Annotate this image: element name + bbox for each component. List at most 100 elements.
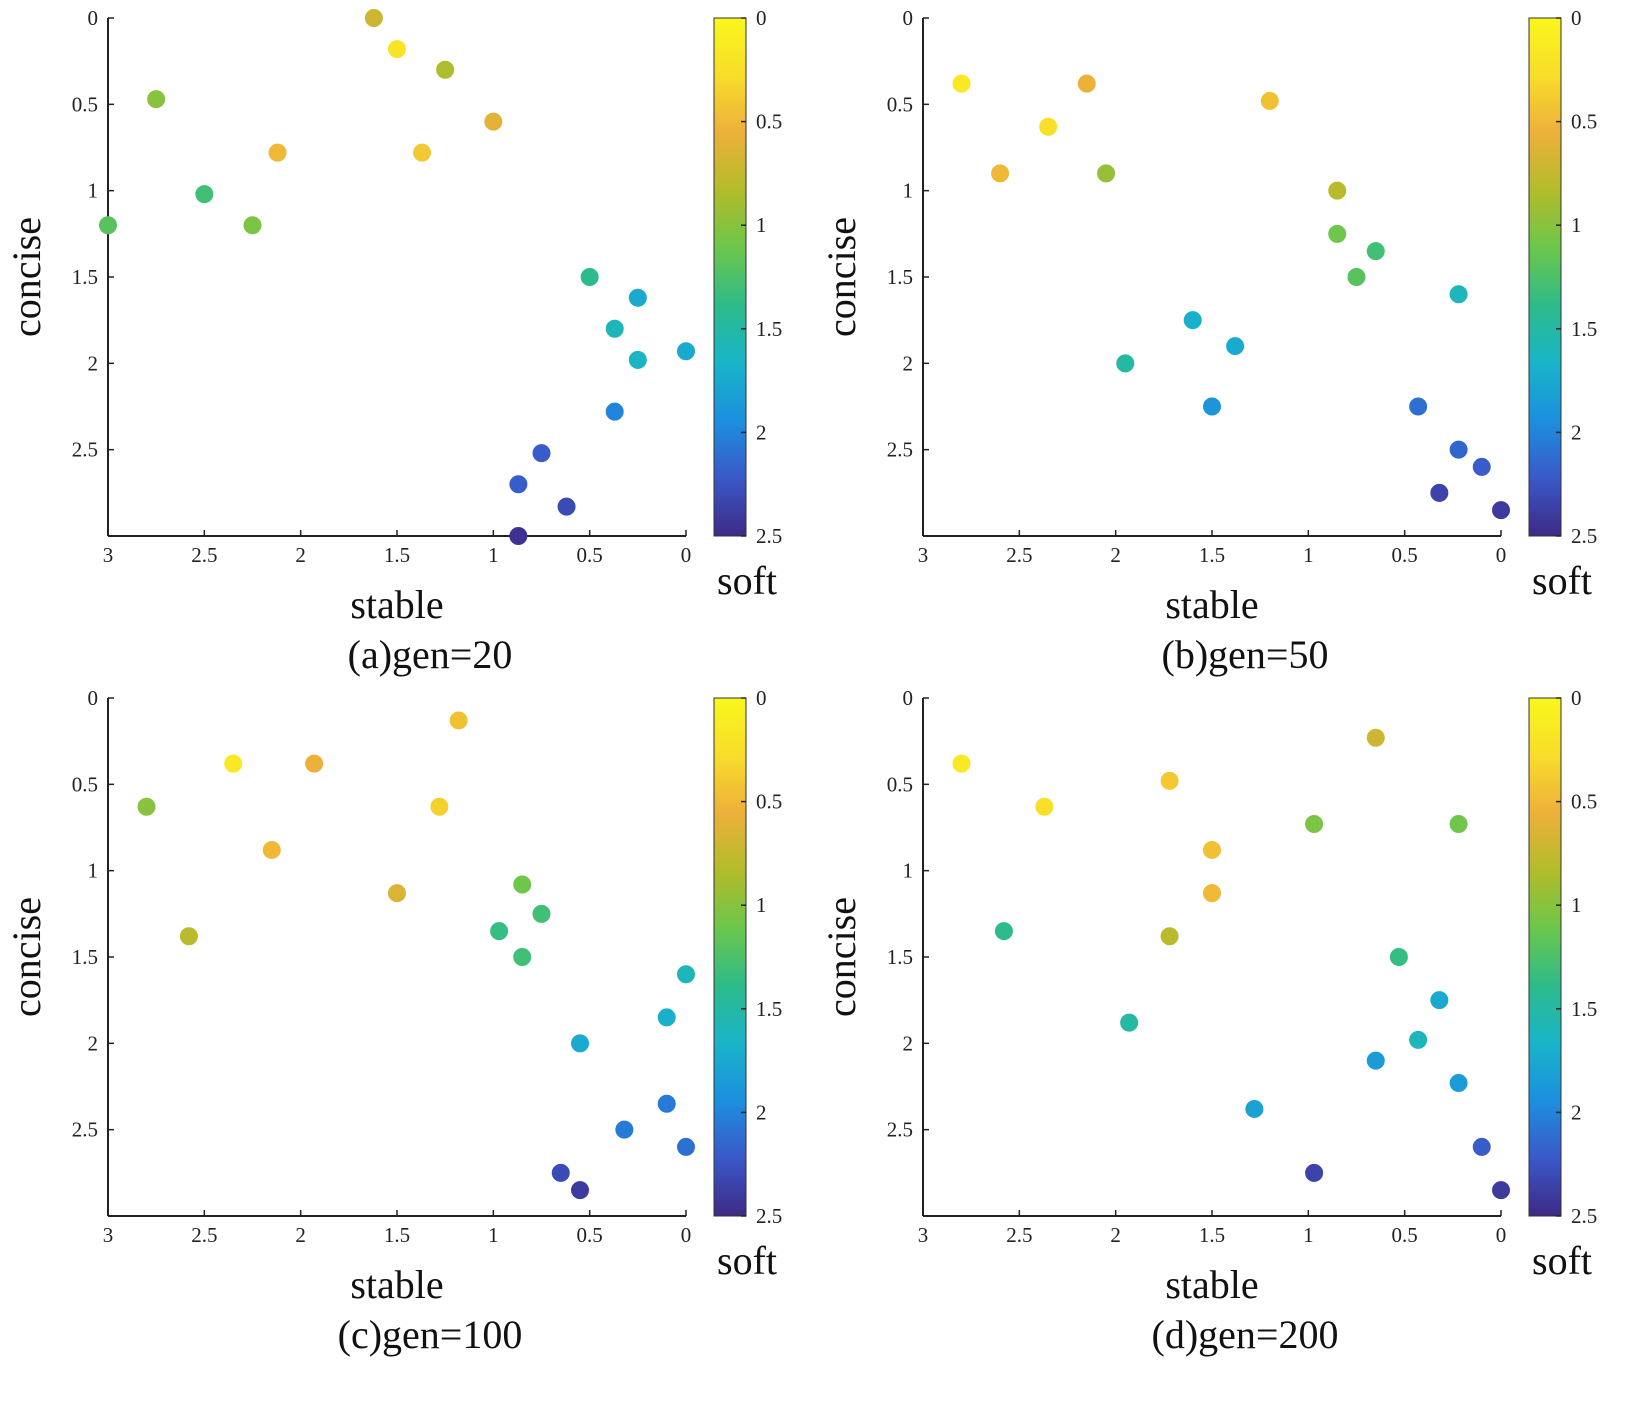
- x-axis-label: stable: [350, 582, 443, 627]
- colorbar-tick-label: 0.5: [1571, 790, 1597, 814]
- data-point: [1328, 224, 1347, 243]
- y-tick-label: 1.5: [887, 265, 913, 289]
- x-tick-label: 3: [918, 543, 929, 567]
- y-tick-label: 1: [88, 859, 99, 883]
- colorbar-tick-label: 1.5: [756, 317, 782, 341]
- x-tick-label: 0: [1496, 543, 1507, 567]
- data-point: [1430, 991, 1449, 1010]
- data-point: [605, 319, 624, 338]
- x-tick-label: 2: [1110, 543, 1121, 567]
- x-tick-label: 2: [295, 1223, 306, 1247]
- data-point: [1409, 1030, 1428, 1049]
- colorbar-label: soft: [1532, 1238, 1592, 1283]
- subplot-caption: (b)gen=50: [1162, 632, 1329, 677]
- data-point: [490, 922, 509, 941]
- data-point: [1226, 337, 1245, 356]
- data-point: [364, 9, 383, 27]
- colorbar-tick-label: 0: [756, 686, 767, 710]
- y-tick-label: 2: [88, 1031, 99, 1055]
- y-tick-label: 0: [903, 6, 914, 30]
- x-axis-label: stable: [1165, 1262, 1258, 1307]
- y-tick-label: 0.5: [72, 772, 98, 796]
- data-point: [1366, 1051, 1385, 1070]
- data-point: [1097, 164, 1116, 183]
- data-point: [1077, 74, 1096, 93]
- data-point: [571, 1034, 590, 1053]
- data-point: [1472, 1137, 1491, 1156]
- x-tick-label: 0: [681, 543, 692, 567]
- colorbar: [713, 697, 747, 1217]
- data-point: [605, 402, 624, 421]
- data-point: [1035, 797, 1054, 816]
- data-point: [1039, 117, 1058, 136]
- y-tick-label: 1: [903, 179, 914, 203]
- data-point: [1160, 927, 1179, 946]
- data-point: [952, 74, 971, 93]
- y-tick-label: 2: [903, 351, 914, 375]
- data-point: [1366, 728, 1385, 747]
- subplot-d: 3 2.5 2 1.5 1 0.5 0 0 0.5 1 1.5 2 2.5 stable concise 0 0…: [819, 686, 1597, 1357]
- colorbar-tick-label: 2: [756, 1100, 767, 1124]
- colorbar-tick-label: 2.5: [756, 1204, 782, 1228]
- x-tick-label: 0: [1496, 1223, 1507, 1247]
- colorbar-tick-label: 0: [1571, 6, 1582, 30]
- subplot-b: 3 2.5 2 1.5 1 0.5 0 0 0.5 1 1.5 2 2.5 stable concise 0 0…: [819, 6, 1597, 677]
- x-tick-label: 1: [1303, 543, 1314, 567]
- data-point: [532, 444, 551, 463]
- colorbar-tick-label: 1.5: [1571, 997, 1597, 1021]
- data-point: [195, 185, 214, 204]
- data-point: [628, 288, 647, 307]
- y-tick-label: 1.5: [72, 945, 98, 969]
- data-point: [551, 1163, 570, 1182]
- y-tick-label: 1.5: [72, 265, 98, 289]
- data-point: [1203, 397, 1221, 416]
- data-point: [994, 922, 1013, 941]
- data-point: [677, 342, 695, 361]
- y-tick-label: 0: [88, 686, 99, 710]
- data-point: [1116, 354, 1135, 373]
- data-point: [224, 754, 243, 773]
- colorbar-label: soft: [717, 1238, 777, 1283]
- colorbar-tick-label: 1.5: [1571, 317, 1597, 341]
- data-point: [628, 350, 647, 369]
- y-axis-label: concise: [4, 897, 49, 1017]
- colorbar-tick-label: 1: [756, 213, 767, 237]
- data-point: [580, 268, 599, 286]
- y-axis-label: concise: [819, 897, 864, 1017]
- x-tick-label: 2.5: [1006, 543, 1032, 567]
- x-tick-label: 2: [295, 543, 306, 567]
- y-tick-label: 2.5: [72, 1118, 98, 1142]
- data-point: [1472, 457, 1491, 476]
- subplot-caption: (c)gen=100: [338, 1312, 523, 1357]
- data-point: [388, 40, 406, 59]
- x-tick-label: 0.5: [1392, 543, 1418, 567]
- colorbar-tick-label: 2: [1571, 1100, 1582, 1124]
- colorbar-tick-label: 1.5: [756, 997, 782, 1021]
- colorbar-label: soft: [1532, 558, 1592, 603]
- subplot-a: 3 2.5 2 1.5 1 0.5 0 0 0.5 1 1.5 2 2.5 stable concise 0 0…: [4, 6, 782, 677]
- data-point: [1492, 501, 1510, 520]
- colorbar-label: soft: [717, 558, 777, 603]
- subplot-caption: (a)gen=20: [348, 632, 513, 677]
- data-point: [1305, 815, 1324, 834]
- x-tick-label: 1.5: [1199, 1223, 1225, 1247]
- data-point: [99, 216, 117, 235]
- colorbar-tick-label: 0.5: [1571, 110, 1597, 134]
- y-tick-label: 0: [903, 686, 914, 710]
- data-point: [1389, 948, 1408, 966]
- colorbar-tick-label: 2: [1571, 420, 1582, 444]
- y-tick-label: 1: [903, 859, 914, 883]
- x-tick-label: 0.5: [577, 543, 603, 567]
- x-axis-label: stable: [350, 1262, 443, 1307]
- colorbar-tick-label: 2.5: [1571, 524, 1597, 548]
- data-point: [484, 112, 503, 131]
- x-tick-label: 3: [103, 543, 114, 567]
- data-point: [1203, 884, 1221, 903]
- data-point: [952, 754, 971, 773]
- data-point: [1120, 1013, 1139, 1032]
- colorbar-tick-label: 2: [756, 420, 767, 444]
- data-point: [1260, 91, 1279, 110]
- colorbar: [1528, 17, 1562, 537]
- x-tick-label: 0.5: [577, 1223, 603, 1247]
